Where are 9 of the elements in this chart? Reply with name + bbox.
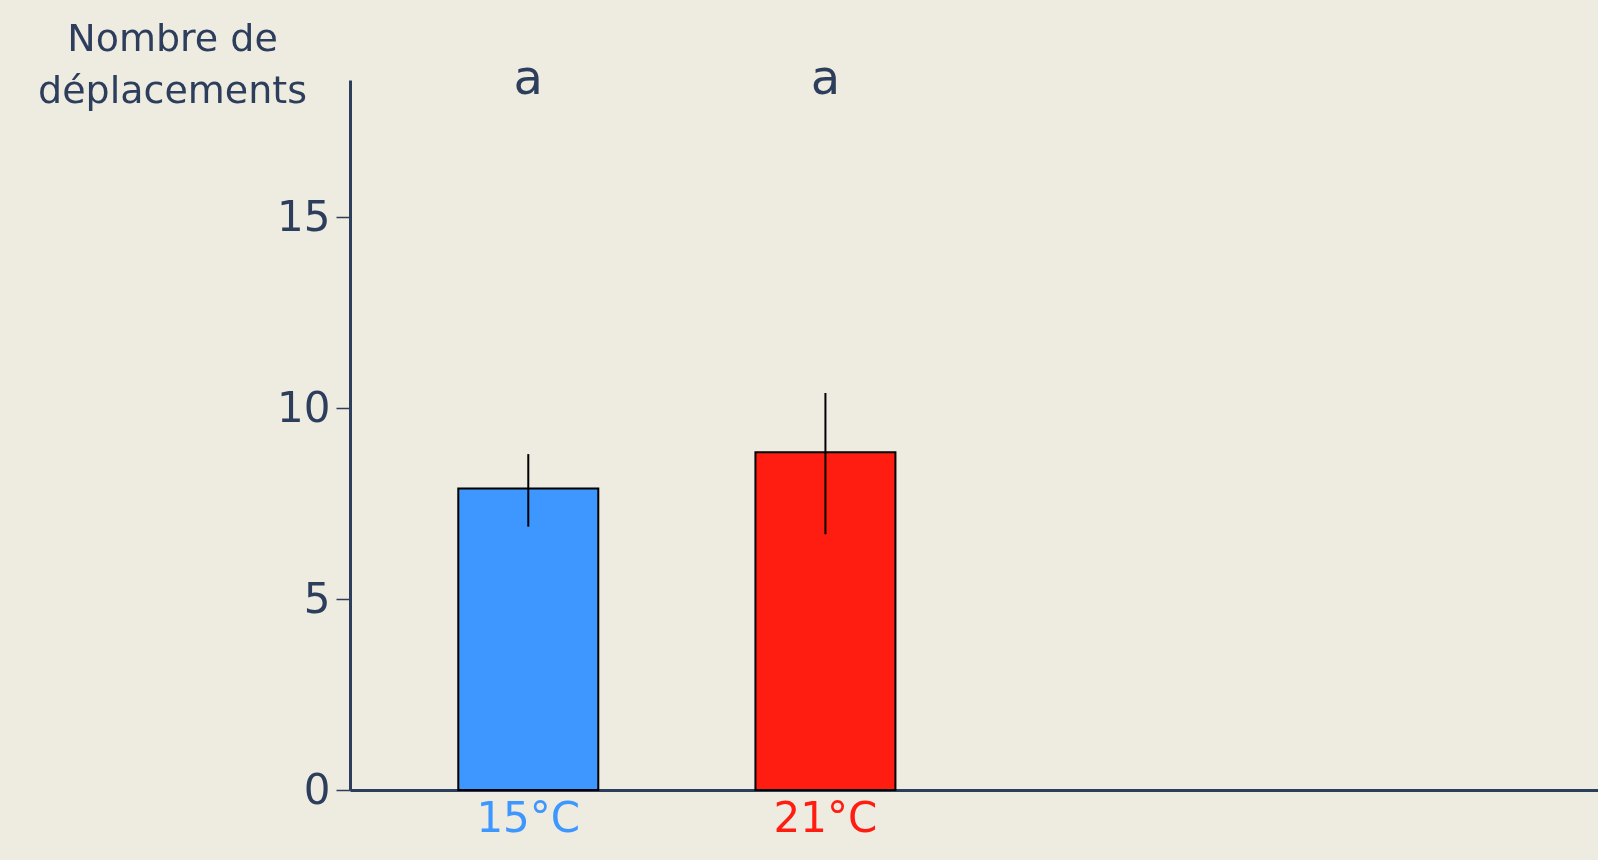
y-tick-label: 10	[277, 382, 331, 432]
y-tick-label: 0	[303, 764, 331, 814]
annotation: a	[810, 49, 841, 105]
y-axis-title: Nombre de déplacements	[38, 15, 307, 112]
x-tick-label: 15°C	[476, 792, 581, 842]
x-tick-label: 21°C	[773, 792, 878, 842]
annotation: a	[513, 49, 543, 105]
y-tick-label: 5	[303, 573, 331, 623]
y-tick-label: 15	[277, 191, 331, 241]
